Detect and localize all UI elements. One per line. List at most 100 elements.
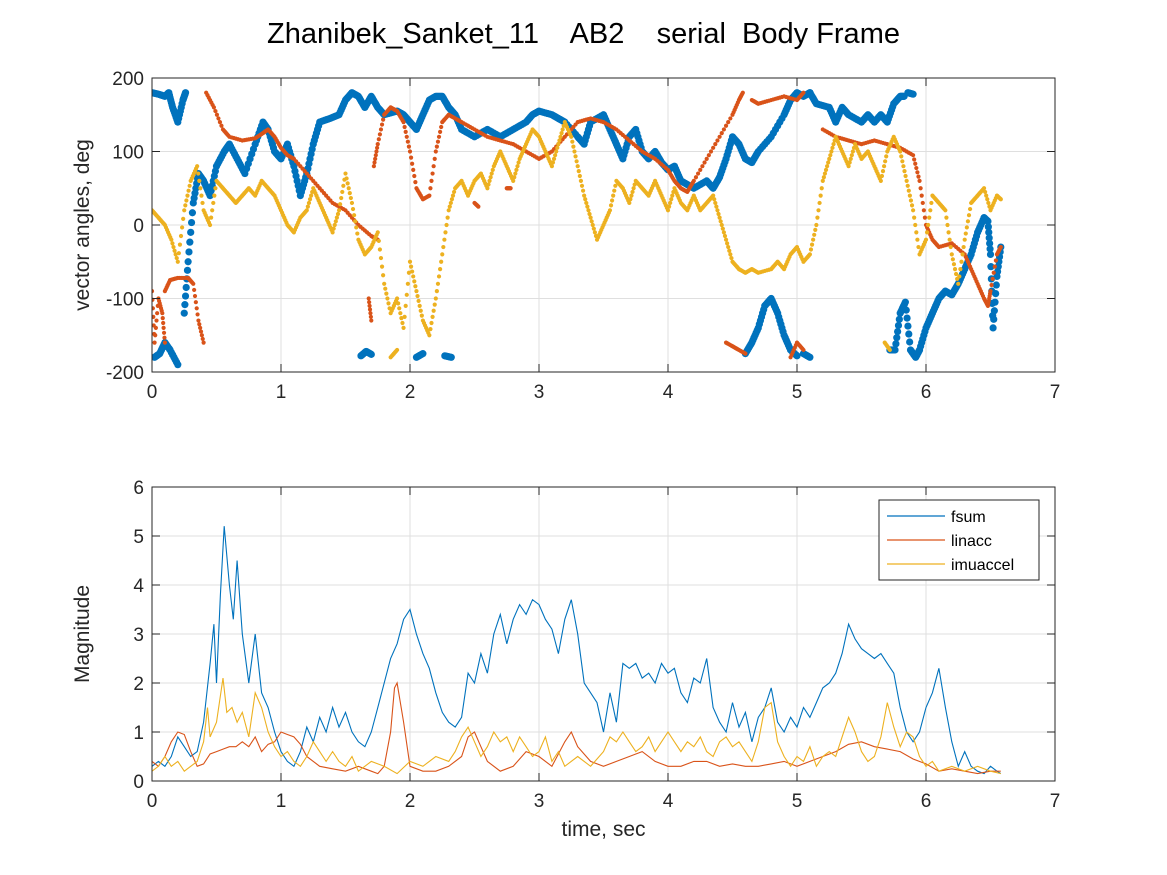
- data-point: [379, 122, 385, 127]
- data-point: [985, 234, 993, 242]
- data-point: [490, 167, 495, 172]
- data-point: [515, 164, 520, 169]
- data-point: [825, 164, 830, 169]
- data-point: [829, 149, 834, 154]
- data-point: [592, 230, 598, 235]
- data-point: [607, 208, 613, 213]
- data-point: [821, 175, 826, 180]
- data-point: [726, 244, 731, 250]
- data-point: [993, 258, 998, 263]
- data-point: [213, 186, 218, 191]
- data-point: [162, 340, 167, 345]
- data-point: [965, 219, 971, 224]
- data-point: [195, 312, 200, 317]
- data-point: [375, 230, 380, 235]
- data-point: [417, 303, 422, 308]
- x-tick-label: 2: [405, 791, 416, 812]
- data-point: [207, 222, 213, 228]
- data-point: [911, 153, 916, 158]
- data-point: [344, 176, 349, 181]
- data-point: [366, 296, 371, 301]
- data-point: [439, 124, 444, 130]
- data-point: [347, 191, 352, 196]
- data-point: [187, 228, 195, 236]
- data-point: [991, 270, 996, 275]
- top-axes: 0 1 2 3 4 5 6 7 -200 -100 0 100 200 vector angles, de…: [71, 69, 1060, 403]
- data-point: [511, 178, 516, 183]
- data-point: [407, 259, 413, 264]
- data-point: [199, 333, 204, 338]
- x-tick-label: 5: [792, 382, 803, 403]
- data-point: [377, 247, 382, 252]
- data-point: [827, 156, 832, 161]
- data-point: [815, 215, 820, 220]
- bottom-axes: 0 1 2 3 4 5 6 7 0 1 2 3 4 5 6 Magnitude time, sec fsum lin…: [71, 478, 1060, 841]
- data-point: [433, 296, 438, 301]
- data-point: [183, 266, 192, 274]
- data-point: [432, 302, 437, 307]
- data-point: [444, 222, 449, 228]
- data-point: [367, 350, 375, 358]
- data-point: [904, 178, 909, 183]
- data-point: [628, 197, 633, 202]
- data-point: [345, 181, 350, 186]
- x-tick-label: 1: [276, 382, 287, 403]
- data-point: [486, 182, 491, 187]
- data-point: [379, 264, 385, 269]
- x-tick-label: 5: [792, 791, 803, 812]
- data-point: [198, 329, 204, 334]
- data-point: [419, 350, 427, 358]
- data-point: [443, 230, 448, 235]
- data-point: [181, 216, 186, 221]
- data-point: [698, 167, 703, 172]
- data-point: [185, 193, 190, 198]
- data-point: [989, 282, 994, 288]
- data-point: [374, 149, 379, 154]
- data-point: [991, 298, 999, 306]
- data-point: [169, 237, 174, 242]
- data-point: [367, 303, 372, 308]
- data-point: [431, 308, 436, 313]
- data-point: [434, 144, 439, 149]
- data-point: [418, 308, 423, 313]
- data-point: [382, 281, 387, 286]
- data-point: [192, 287, 197, 293]
- data-point: [413, 284, 418, 289]
- data-point: [438, 267, 443, 272]
- data-point: [583, 197, 588, 202]
- y-tick-label: 5: [133, 527, 144, 548]
- data-point: [627, 200, 632, 206]
- data-point: [152, 306, 155, 311]
- data-point: [513, 171, 518, 176]
- data-point: [372, 160, 377, 165]
- data-point: [691, 178, 696, 183]
- data-point: [355, 231, 360, 236]
- data-point: [905, 330, 913, 338]
- data-point: [350, 206, 356, 212]
- data-point: [903, 173, 908, 179]
- data-point: [187, 183, 192, 188]
- data-point: [902, 169, 907, 174]
- data-point: [985, 197, 990, 202]
- data-point: [373, 156, 378, 161]
- data-point: [948, 244, 953, 250]
- data-point: [985, 228, 993, 236]
- data-point: [944, 215, 949, 220]
- data-point: [516, 160, 521, 165]
- data-point: [154, 318, 159, 323]
- data-point: [430, 314, 435, 319]
- data-point: [992, 264, 997, 269]
- data-point: [172, 248, 177, 253]
- data-point: [729, 255, 734, 261]
- data-point: [181, 301, 189, 309]
- data-point: [174, 255, 179, 261]
- data-point: [612, 188, 617, 193]
- data-point: [395, 347, 400, 353]
- data-point: [162, 335, 167, 340]
- data-point: [338, 202, 343, 207]
- data-point: [915, 170, 920, 175]
- x-tick-label: 3: [534, 382, 545, 403]
- data-point: [846, 164, 851, 169]
- data-point: [307, 197, 313, 202]
- data-point: [411, 274, 416, 279]
